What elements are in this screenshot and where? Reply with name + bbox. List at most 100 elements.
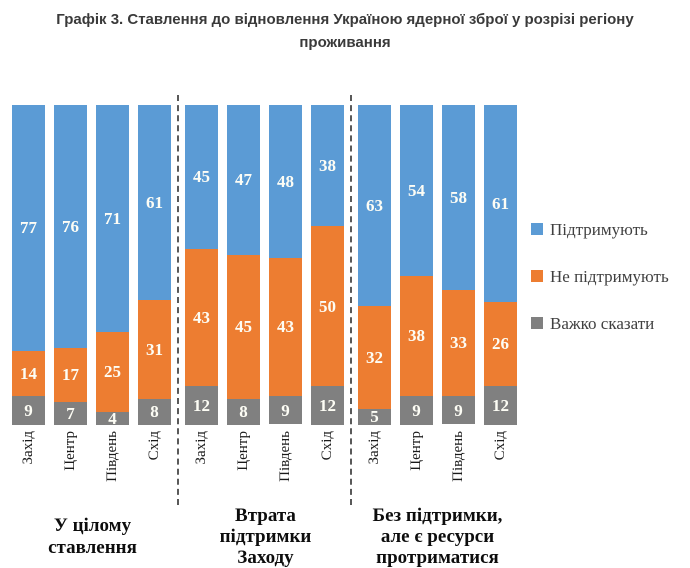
value-label: 8 [239,402,248,422]
value-label: 17 [62,365,79,385]
stacked-bar: 63 32 5 [358,104,391,425]
bar-segment: 76 [54,104,87,348]
legend-label: Важко сказати [550,313,655,333]
x-axis: Захід Центр Південь Схід [358,431,517,489]
value-label: 9 [412,400,421,420]
group-plot: 77 14 9 76 17 7 71 25 4 61 31 8 Захід Центр Південь Схі… [6,94,179,505]
legend-swatch [531,223,543,235]
value-label: 12 [492,395,509,415]
stacked-bar: 47 45 8 [227,104,260,425]
stacked-bar: 71 25 4 [96,104,129,428]
bar-segment: 38 [311,104,344,227]
bar-segment: 12 [484,385,517,425]
value-label: 33 [450,333,467,353]
stacked-bar: 61 31 8 [138,104,171,425]
bar-segment: 9 [400,395,433,425]
bar-segment: 33 [442,290,475,396]
bar-segment: 50 [311,226,344,387]
stacked-bar: 58 33 9 [442,104,475,425]
x-tick-text: Схід [146,430,162,460]
value-label: 63 [366,195,383,215]
chart-group: 63 32 5 54 38 9 58 33 9 61 26 12 Захід Центр Південь Сх… [352,95,523,568]
value-label: 9 [281,400,290,420]
legend-label: Не підтримують [550,266,669,286]
value-label: 7 [66,403,75,423]
value-label: 45 [193,167,210,186]
bar-segment: 9 [442,395,475,425]
bar-segment: 77 [12,104,45,351]
bar-segment: 61 [484,104,517,302]
legend-item: Важко сказати [531,315,669,332]
bar-segment: 12 [185,386,218,425]
group-plot: 45 43 12 47 45 8 48 43 9 38 50 12 Захід Центр Південь С… [179,94,352,505]
chart-groups: 77 14 9 76 17 7 71 25 4 61 31 8 Захід Центр Південь Схі… [6,94,523,568]
x-axis: Захід Центр Південь Схід [12,431,171,489]
stacked-bar: 76 17 7 [54,104,87,425]
stacked-bar: 54 38 9 [400,104,433,425]
value-label: 12 [319,395,336,415]
bar-segment: 61 [138,104,171,300]
bar-segment: 47 [227,104,260,255]
value-label: 14 [20,363,37,383]
x-tick-text: Схід [319,430,335,460]
stacked-bar: 48 43 9 [269,104,302,425]
legend-swatch [531,317,543,329]
bar-segment: 63 [358,104,391,307]
x-tick-text: Захід [20,430,36,464]
value-label: 31 [146,339,163,359]
x-tick-label: Центр [227,431,260,489]
bar-segment: 8 [227,398,260,425]
x-tick-text: Південь [277,430,293,482]
x-tick-label: Захід [185,431,218,489]
value-label: 54 [408,180,425,200]
bar-segment: 17 [54,347,87,403]
bars-row: 63 32 5 54 38 9 58 33 9 61 26 12 [358,104,517,425]
group-label: У цілому ставлення [48,515,137,558]
bar-segment: 9 [12,395,45,425]
x-tick-text: Центр [62,430,78,471]
stacked-bar: 45 43 12 [185,104,218,425]
value-label: 50 [319,296,336,316]
bar-segment: 25 [96,331,129,412]
bar-segment: 43 [185,248,218,387]
bar-segment: 12 [311,386,344,425]
x-axis: Захід Центр Південь Схід [185,431,344,489]
x-tick-label: Захід [12,431,45,489]
value-label: 77 [20,218,37,238]
value-label: 4 [108,408,117,428]
value-label: 61 [492,193,509,213]
stacked-bar: 38 50 12 [311,104,344,425]
x-tick-text: Центр [408,430,424,471]
bar-segment: 38 [400,275,433,396]
x-tick-label: Схід [138,431,171,489]
value-label: 71 [104,208,121,228]
bar-segment: 31 [138,299,171,399]
x-tick-text: Південь [450,430,466,482]
bar-segment: 45 [227,254,260,399]
chart-group: 45 43 12 47 45 8 48 43 9 38 50 12 Захід Центр Південь С… [179,94,352,568]
x-tick-label: Захід [358,431,391,489]
legend-item: Підтримують [531,221,669,238]
value-label: 38 [319,155,336,175]
x-tick-label: Схід [311,431,344,489]
value-label: 25 [104,362,121,382]
bar-segment: 9 [269,395,302,425]
x-tick-text: Південь [104,430,120,482]
value-label: 26 [492,334,509,354]
value-label: 43 [277,317,294,337]
bar-segment: 14 [12,350,45,396]
x-tick-label: Центр [400,431,433,489]
legend-swatch [531,270,543,282]
value-label: 8 [150,402,159,422]
stacked-bar: 77 14 9 [12,104,45,425]
bar-segment: 48 [269,104,302,259]
x-tick-label: Схід [484,431,517,489]
value-label: 38 [408,326,425,346]
legend-label: Підтримують [550,219,648,239]
bars-row: 45 43 12 47 45 8 48 43 9 38 50 12 [185,104,344,425]
x-tick-label: Південь [269,431,302,489]
bar-segment: 71 [96,104,129,332]
group-label: Без підтримки, але є ресурси протриматис… [372,504,503,568]
x-tick-label: Південь [96,431,129,489]
